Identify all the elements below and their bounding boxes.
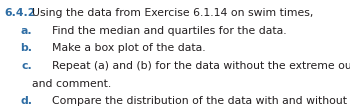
Text: a.: a. bbox=[21, 26, 32, 36]
Text: b.: b. bbox=[20, 43, 32, 53]
Text: Compare the distribution of the data with and without the: Compare the distribution of the data wit… bbox=[52, 96, 350, 106]
Text: c.: c. bbox=[21, 61, 32, 71]
Text: Using the data from Exercise 6.1.14 on swim times,: Using the data from Exercise 6.1.14 on s… bbox=[32, 8, 314, 18]
Text: 6.4.2: 6.4.2 bbox=[4, 8, 36, 18]
Text: Find the median and quartiles for the data.: Find the median and quartiles for the da… bbox=[52, 26, 286, 36]
Text: Repeat (a) and (b) for the data without the extreme outlier: Repeat (a) and (b) for the data without … bbox=[52, 61, 350, 71]
Text: d.: d. bbox=[20, 96, 32, 106]
Text: Make a box plot of the data.: Make a box plot of the data. bbox=[52, 43, 205, 53]
Text: and comment.: and comment. bbox=[32, 79, 111, 89]
